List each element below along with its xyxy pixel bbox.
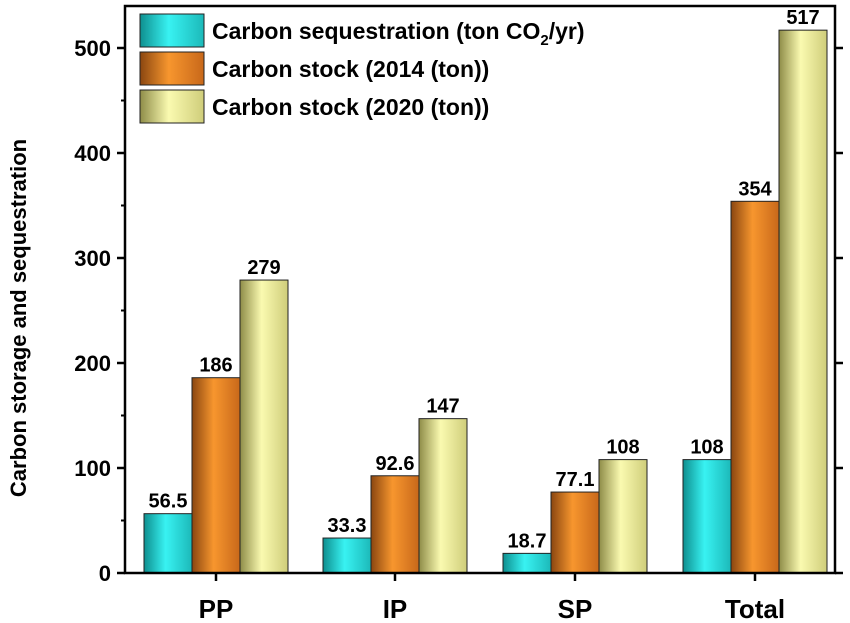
bar-pp-series-1 [143, 513, 193, 574]
legend-label-2: Carbon stock (2014 (ton)) [212, 56, 489, 82]
bar-pp-series-2 [191, 377, 241, 574]
data-label: 56.5 [149, 491, 188, 513]
data-label: 92.6 [376, 453, 415, 475]
legend: Carbon sequestration (ton CO2/yr) Carbon … [139, 13, 585, 124]
x-tick-label: IP [383, 594, 408, 623]
y-tick-label: 0 [99, 561, 111, 586]
y-tick-label: 500 [74, 36, 111, 61]
bar-labels: 56.5 186 279 33.3 92.6 147 18.7 77.1 108 108 354 51… [149, 7, 820, 552]
data-label: 186 [199, 355, 232, 377]
legend-swatch-3 [139, 89, 205, 124]
data-label: 108 [690, 437, 723, 459]
x-tick-label: SP [558, 594, 593, 623]
plot-frame [123, 4, 837, 575]
x-tick-label: Total [725, 594, 785, 623]
bar-total-series-1 [682, 459, 732, 574]
bars [143, 29, 828, 574]
data-label: 77.1 [556, 469, 595, 491]
y-axis-title: Carbon storage and sequestration [6, 139, 31, 497]
bar-sp-series-3 [598, 459, 648, 574]
bar-ip-series-3 [418, 418, 468, 574]
y-tick-label: 200 [74, 351, 111, 376]
y-tick-label: 400 [74, 141, 111, 166]
legend-swatch-1 [139, 13, 205, 48]
data-label: 354 [738, 178, 772, 200]
axes: 0 100 200 300 400 500 PP IP SP Total [74, 4, 843, 623]
legend-label-3: Carbon stock (2020 (ton)) [212, 94, 489, 120]
x-tick-label: PP [199, 594, 234, 623]
bar-total-series-2 [730, 200, 780, 574]
bar-sp-series-1 [502, 552, 552, 574]
data-label: 108 [606, 437, 639, 459]
bar-pp-series-3 [239, 279, 289, 574]
legend-swatch-2 [139, 51, 205, 86]
bar-sp-series-2 [550, 491, 600, 574]
data-label: 517 [786, 7, 819, 29]
data-label: 279 [247, 257, 280, 279]
y-tick-label: 100 [74, 456, 111, 481]
y-tick-label: 300 [74, 246, 111, 271]
data-label: 18.7 [508, 530, 547, 552]
bar-ip-series-2 [370, 475, 420, 574]
bar-total-series-3 [778, 29, 828, 574]
data-label: 147 [426, 396, 459, 418]
legend-label-1: Carbon sequestration (ton CO2/yr) [212, 18, 585, 49]
data-label: 33.3 [328, 515, 367, 537]
bar-ip-series-1 [322, 537, 372, 574]
